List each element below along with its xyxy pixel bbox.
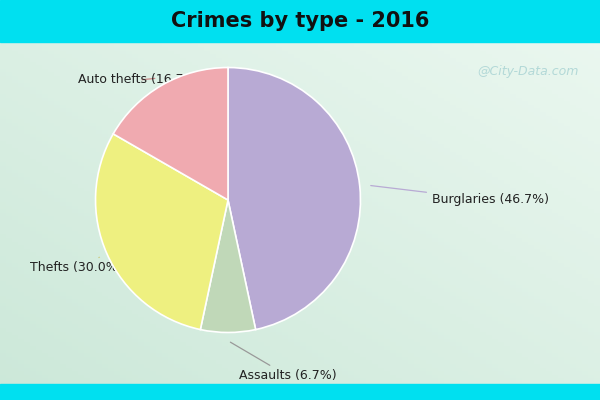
Wedge shape <box>113 68 228 200</box>
Text: @City-Data.com: @City-Data.com <box>478 66 578 78</box>
Wedge shape <box>95 134 228 330</box>
Wedge shape <box>200 200 256 332</box>
Text: Assaults (6.7%): Assaults (6.7%) <box>230 342 337 382</box>
Text: Burglaries (46.7%): Burglaries (46.7%) <box>371 186 549 206</box>
Text: Crimes by type - 2016: Crimes by type - 2016 <box>171 11 429 31</box>
Wedge shape <box>228 68 361 330</box>
Bar <box>0 384 600 400</box>
Text: Thefts (30.0%): Thefts (30.0%) <box>30 257 122 274</box>
Text: Auto thefts (16.7%): Auto thefts (16.7%) <box>78 74 200 86</box>
Bar <box>0 0 600 42</box>
